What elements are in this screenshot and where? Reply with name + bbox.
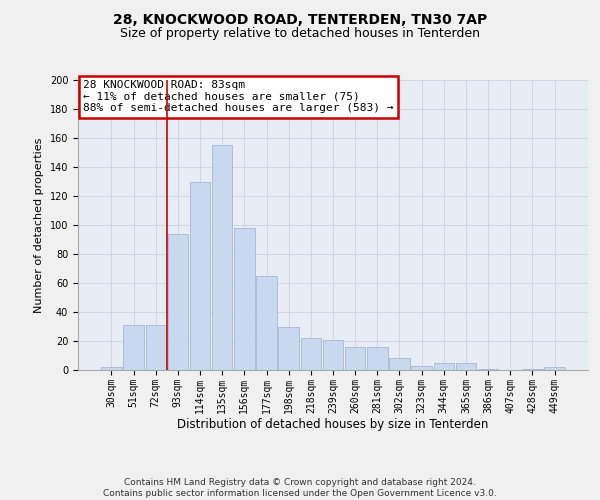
Y-axis label: Number of detached properties: Number of detached properties	[34, 138, 44, 312]
Text: Size of property relative to detached houses in Tenterden: Size of property relative to detached ho…	[120, 28, 480, 40]
Bar	[146, 325, 166, 370]
Bar	[101, 367, 122, 370]
Text: Contains HM Land Registry data © Crown copyright and database right 2024.
Contai: Contains HM Land Registry data © Crown c…	[103, 478, 497, 498]
Bar	[412, 366, 432, 370]
Bar	[367, 347, 388, 370]
Text: 28, KNOCKWOOD ROAD, TENTERDEN, TN30 7AP: 28, KNOCKWOOD ROAD, TENTERDEN, TN30 7AP	[113, 12, 487, 26]
Bar	[345, 347, 365, 370]
Bar	[522, 368, 542, 370]
Bar	[212, 145, 232, 370]
Bar	[190, 182, 210, 370]
Bar	[478, 368, 499, 370]
Bar	[167, 234, 188, 370]
Bar	[389, 358, 410, 370]
Text: 28 KNOCKWOOD ROAD: 83sqm
← 11% of detached houses are smaller (75)
88% of semi-d: 28 KNOCKWOOD ROAD: 83sqm ← 11% of detach…	[83, 80, 394, 113]
Bar	[301, 338, 321, 370]
Bar	[434, 363, 454, 370]
Bar	[234, 228, 254, 370]
Bar	[544, 367, 565, 370]
Bar	[456, 363, 476, 370]
Bar	[278, 326, 299, 370]
Bar	[256, 276, 277, 370]
Bar	[124, 325, 144, 370]
Bar	[323, 340, 343, 370]
X-axis label: Distribution of detached houses by size in Tenterden: Distribution of detached houses by size …	[178, 418, 488, 432]
